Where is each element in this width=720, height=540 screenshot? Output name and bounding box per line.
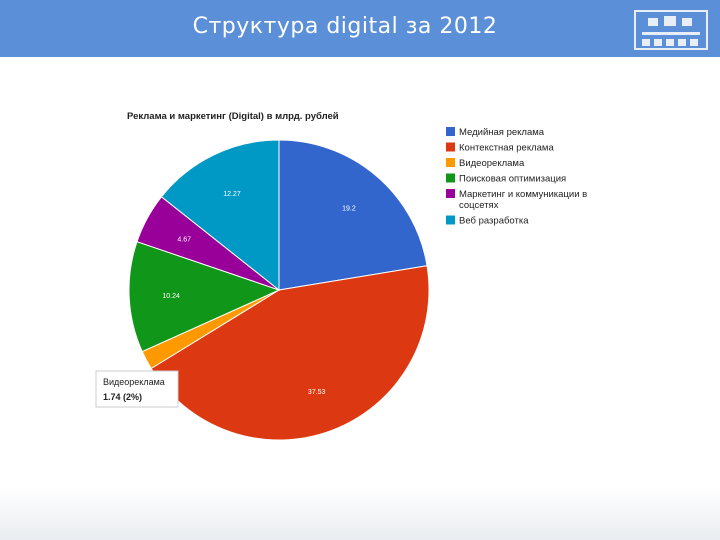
legend-label: Контекстная реклама bbox=[459, 143, 554, 154]
legend-swatch bbox=[446, 142, 455, 152]
slice-value-label: 12.27 bbox=[223, 191, 241, 198]
pie-slices bbox=[128, 139, 430, 441]
legend-label: соцсетях bbox=[459, 200, 499, 211]
pie-slice[interactable] bbox=[278, 139, 428, 291]
pie-slice[interactable] bbox=[160, 139, 280, 292]
slide-header bbox=[0, 0, 720, 57]
tooltip-label: Видеореклама bbox=[103, 377, 165, 387]
legend-label: Веб разработка bbox=[459, 216, 529, 227]
slice-value-label: 4.67 bbox=[177, 236, 191, 243]
tooltip-box bbox=[95, 370, 179, 408]
slice-labels: 19.2 37.53 10.24 4.67 12.27 bbox=[162, 191, 355, 396]
chart-tooltip: Видеореклама 1.74 (2%) bbox=[95, 370, 179, 408]
legend-label: Поисковая оптимизация bbox=[459, 174, 566, 185]
slice-value-label: 10.24 bbox=[162, 293, 180, 300]
tooltip-value: 1.74 (2%) bbox=[103, 392, 142, 402]
legend-swatch bbox=[446, 127, 455, 136]
legend-swatch bbox=[446, 189, 455, 198]
legend-label: Видеореклама bbox=[459, 158, 525, 169]
pie-slice[interactable] bbox=[150, 265, 430, 441]
chart-title: Реклама и маркетинг (Digital) в млрд. ру… bbox=[127, 111, 339, 122]
slice-value-label: 37.53 bbox=[308, 389, 326, 396]
slide-title: Структура digital за 2012 bbox=[192, 14, 498, 39]
legend-swatch bbox=[446, 173, 455, 183]
legend-swatch bbox=[446, 158, 455, 167]
chart-legend: Медийная реклама Контекстная реклама Видео… bbox=[446, 127, 587, 227]
slide-footer bbox=[0, 488, 720, 540]
legend-label: Медийная реклама bbox=[459, 127, 545, 138]
legend-swatch bbox=[446, 215, 455, 225]
logo-icon bbox=[634, 10, 708, 50]
slice-value-label: 19.2 bbox=[342, 206, 356, 213]
pie-slice[interactable] bbox=[128, 241, 281, 353]
legend-label: Маркетинг и коммуникации в bbox=[459, 189, 587, 200]
pie-chart: Реклама и маркетинг (Digital) в млрд. ру… bbox=[95, 111, 587, 441]
